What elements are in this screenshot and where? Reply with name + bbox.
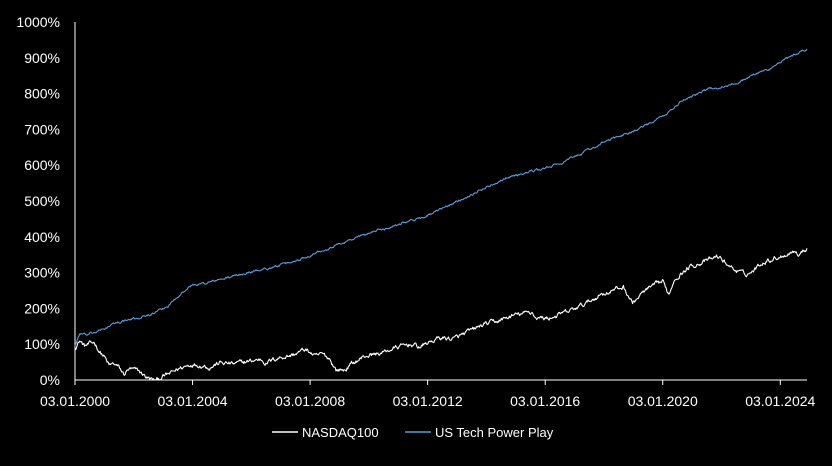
x-tick-label: 03.01.2016 bbox=[510, 393, 580, 409]
series-lines bbox=[74, 48, 808, 381]
y-tick-label: 400% bbox=[24, 229, 60, 245]
y-tick-label: 0% bbox=[40, 372, 60, 388]
y-tick-label: 200% bbox=[24, 300, 60, 316]
series-line-nasdaq100 bbox=[75, 248, 808, 381]
y-tick-label: 900% bbox=[24, 50, 60, 66]
legend-label: US Tech Power Play bbox=[435, 425, 554, 440]
x-tick-label: 03.01.2008 bbox=[275, 393, 345, 409]
x-axis: 03.01.2000 03.01.2004 03.01.2008 03.01.2012… bbox=[40, 379, 816, 409]
y-tick-label: 800% bbox=[24, 86, 60, 102]
y-tick-label: 500% bbox=[24, 193, 60, 209]
y-axis: 0% 100% 200% 300% 400% 500% 600% 700% 800% 900% 10… bbox=[16, 14, 76, 388]
y-tick-label: 100% bbox=[24, 336, 60, 352]
legend-label: NASDAQ100 bbox=[302, 425, 379, 440]
y-tick-label: 1000% bbox=[16, 14, 60, 30]
x-tick-label: 03.01.2024 bbox=[745, 393, 815, 409]
legend: NASDAQ100 US Tech Power Play bbox=[272, 425, 554, 440]
x-tick-label: 03.01.2012 bbox=[393, 393, 463, 409]
x-tick-label: 03.01.2020 bbox=[628, 393, 698, 409]
y-tick-label: 300% bbox=[24, 265, 60, 281]
y-tick-label: 600% bbox=[24, 157, 60, 173]
series-line-us-tech-power-play bbox=[74, 48, 808, 347]
x-tick-label: 03.01.2000 bbox=[40, 393, 110, 409]
x-tick-label: 03.01.2004 bbox=[158, 393, 228, 409]
y-tick-label: 700% bbox=[24, 121, 60, 137]
